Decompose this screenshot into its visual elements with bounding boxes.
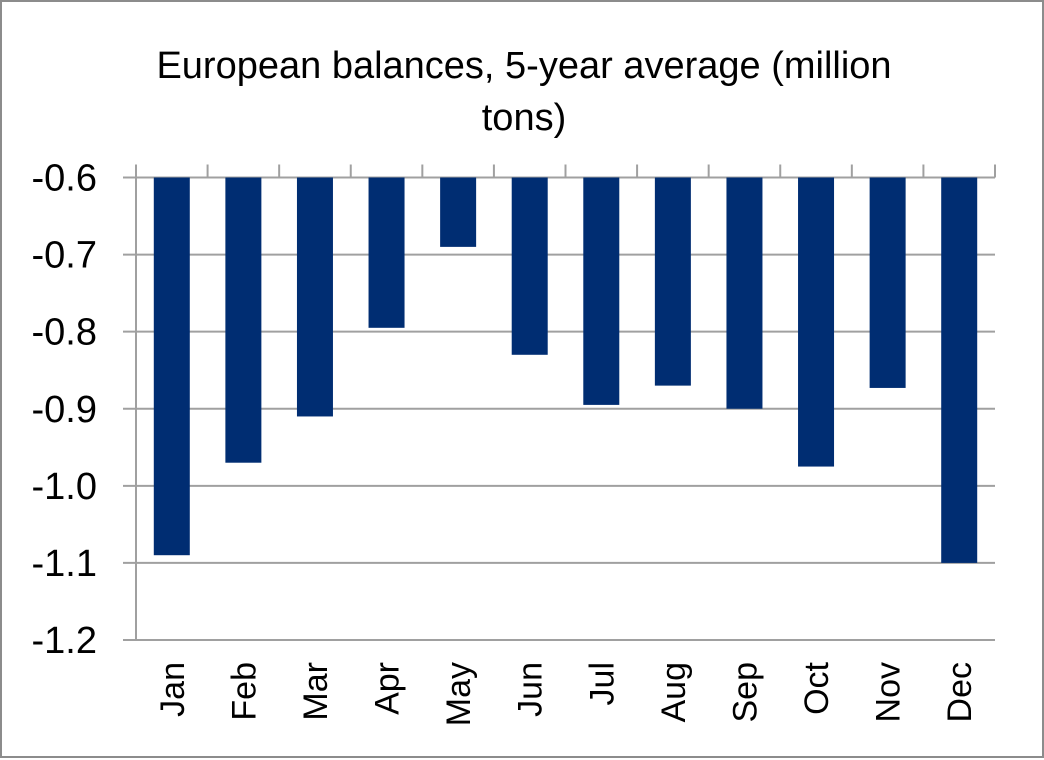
x-tick-label: Sep [726,662,764,723]
y-tick-label: -1.2 [32,620,97,662]
bar-mar [296,177,333,417]
x-tick-label: Feb [225,662,263,721]
x-tick-label: May [440,662,478,726]
x-tick-label: Mar [297,662,335,721]
y-tick-label: -0.8 [32,312,97,354]
bar-sep [726,177,763,409]
x-tick-label: Apr [369,662,407,715]
bar-jan [153,177,190,556]
bar-may [440,177,477,247]
chart-title-line-1: European balances, 5-year average (milli… [156,45,892,87]
chart-title: European balances, 5-year average (milli… [2,40,1044,144]
y-tick-label: -1.0 [32,466,97,508]
x-tick-label: Dec [941,662,979,722]
x-tick-label: Jun [512,662,550,717]
bar-dec [941,177,978,563]
bar-oct [798,177,835,467]
x-tick-label: Oct [798,661,836,714]
bar-jul [583,177,620,405]
bar-apr [368,177,405,328]
x-tick-label: Nov [870,662,908,722]
y-tick-label: -0.6 [32,158,97,200]
bar-feb [225,177,262,463]
y-tick-label: -0.9 [32,389,97,431]
chart-title-line-2: tons) [481,97,567,139]
bar-jun [511,177,548,355]
x-tick-label: Aug [655,662,693,723]
x-tick-label: Jul [583,662,621,705]
y-tick-label: -1.1 [32,543,97,585]
y-tick-label: -0.7 [32,235,97,277]
x-tick-label: Jan [154,662,192,717]
bar-aug [654,177,691,386]
bar-nov [869,177,906,388]
